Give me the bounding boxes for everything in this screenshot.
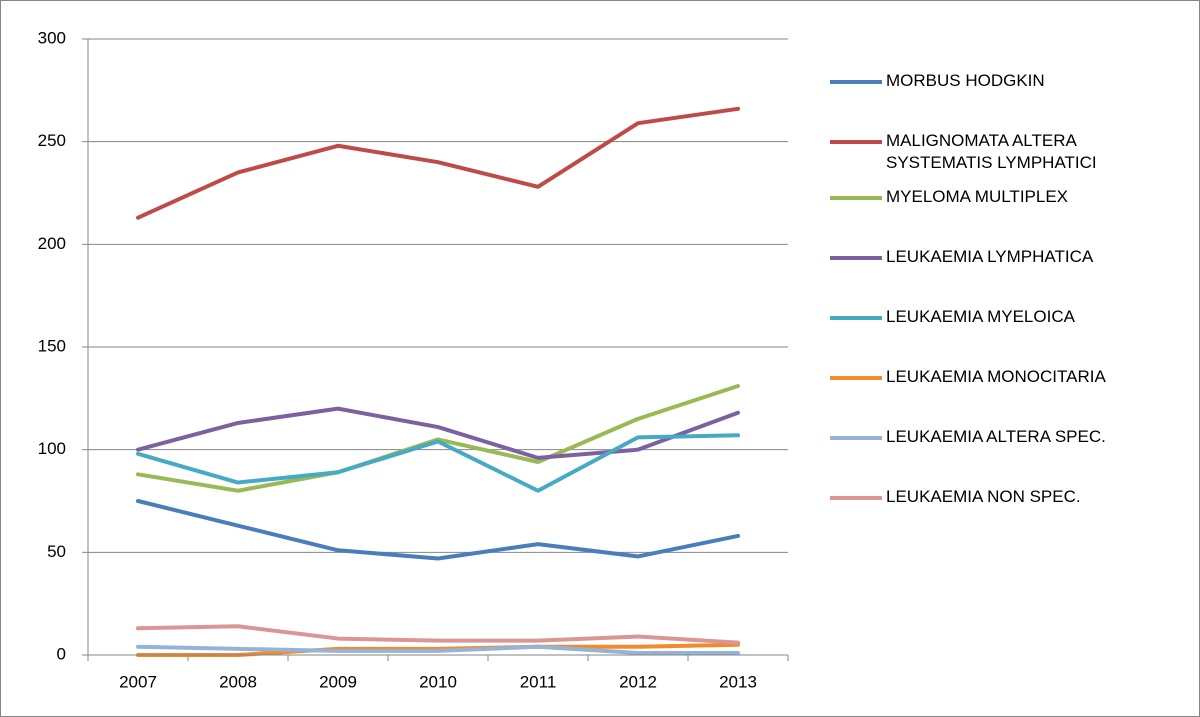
legend-label: LEUKAEMIA MONOCITARIA bbox=[886, 367, 1106, 386]
x-tick-label: 2012 bbox=[619, 672, 657, 691]
legend-swatch bbox=[830, 256, 882, 260]
legend-swatch bbox=[830, 436, 882, 440]
x-tick-label: 2010 bbox=[419, 672, 457, 691]
legend-item: MYELOMA MULTIPLEX bbox=[830, 186, 1186, 208]
legend-swatch bbox=[830, 196, 882, 200]
series-line bbox=[136, 406, 740, 460]
legend-label: LEUKAEMIA LYMPHATICA bbox=[886, 247, 1094, 266]
legend-item: MALIGNOMATA ALTERA SYSTEMATIS LYMPHATICI bbox=[830, 130, 1186, 174]
x-tick-label: 2007 bbox=[119, 672, 157, 691]
legend-item: LEUKAEMIA ALTERA SPEC. bbox=[830, 426, 1186, 448]
series-line bbox=[136, 624, 740, 645]
y-tick-label: 300 bbox=[38, 28, 66, 47]
legend-item: LEUKAEMIA MYELOICA bbox=[830, 306, 1186, 328]
legend-label: LEUKAEMIA ALTERA SPEC. bbox=[886, 427, 1106, 446]
series-line bbox=[136, 106, 740, 220]
legend-swatch bbox=[830, 316, 882, 320]
legend-label: MORBUS HODGKIN bbox=[886, 71, 1045, 90]
legend-item: LEUKAEMIA NON SPEC. bbox=[830, 486, 1186, 508]
x-tick-label: 2013 bbox=[719, 672, 757, 691]
y-tick-label: 150 bbox=[38, 336, 66, 355]
legend-label: MYELOMA MULTIPLEX bbox=[886, 187, 1069, 206]
x-tick-label: 2009 bbox=[319, 672, 357, 691]
legend-swatch bbox=[830, 80, 882, 84]
y-tick-label: 100 bbox=[38, 439, 66, 458]
series-line bbox=[136, 384, 740, 493]
legend-swatch bbox=[830, 376, 882, 380]
y-tick-label: 250 bbox=[38, 131, 66, 150]
legend-swatch bbox=[830, 140, 882, 144]
series-line bbox=[136, 499, 740, 561]
legend-label: LEUKAEMIA NON SPEC. bbox=[886, 487, 1081, 506]
y-tick-label: 50 bbox=[47, 542, 66, 561]
x-tick-label: 2011 bbox=[520, 672, 557, 691]
legend-item: MORBUS HODGKIN bbox=[830, 70, 1186, 92]
series-line bbox=[136, 644, 740, 655]
x-tick-label: 2008 bbox=[219, 672, 257, 691]
series-line bbox=[136, 433, 740, 493]
legend-item: LEUKAEMIA MONOCITARIA bbox=[830, 366, 1186, 388]
y-tick-label: 200 bbox=[38, 234, 66, 253]
legend-swatch bbox=[830, 496, 882, 500]
legend-item: LEUKAEMIA LYMPHATICA bbox=[830, 246, 1186, 268]
y-tick-label: 0 bbox=[57, 644, 66, 663]
legend-label: LEUKAEMIA MYELOICA bbox=[886, 307, 1075, 326]
legend-label: MALIGNOMATA ALTERA SYSTEMATIS LYMPHATICI bbox=[886, 131, 1097, 172]
